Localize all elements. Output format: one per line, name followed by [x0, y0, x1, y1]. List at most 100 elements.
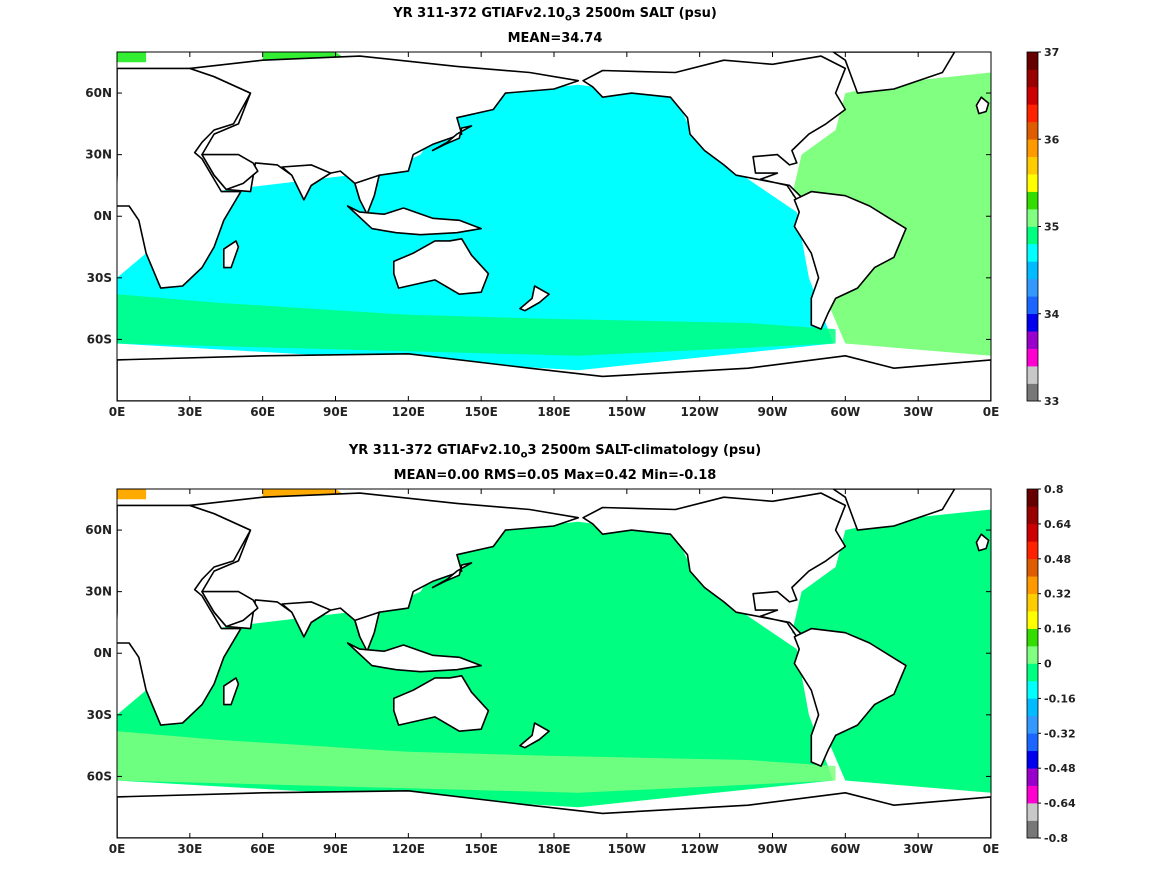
x-tick-label: 30E	[177, 842, 202, 856]
land-uk	[975, 96, 990, 115]
y-tick-label: 60S	[87, 769, 112, 783]
x-tick-label: 0E	[109, 842, 126, 856]
colorbar-segment	[1027, 680, 1038, 699]
land-seasia	[354, 611, 381, 652]
colorbar-label: 36	[1044, 133, 1060, 146]
colorbar-label: 0.16	[1044, 623, 1071, 636]
salinity-map: 0E 30E 60E 90E 120E 150E 180E 150W 120W 90W 60W 30W…	[85, 46, 1060, 419]
x-tick-label: 30W	[903, 842, 933, 856]
y-tick-label: 0N	[94, 209, 112, 223]
x-tick-label: 60E	[250, 405, 275, 419]
x-tick-label: 90W	[758, 842, 788, 856]
x-tick-label: 60E	[250, 842, 275, 856]
colorbar-label: 0	[1044, 658, 1052, 671]
x-tick-label: 0E	[983, 405, 1000, 419]
southern-ocean-band	[117, 294, 836, 356]
colorbar-segment	[1027, 156, 1038, 175]
x-tick-label: 0E	[983, 842, 1000, 856]
colorbar-segment	[1027, 768, 1038, 786]
land-madagascar	[223, 677, 240, 706]
colorbar-segment	[1027, 698, 1038, 717]
land-arabia	[201, 153, 259, 191]
y-tick-label: 30N	[85, 585, 112, 599]
land-greenland	[832, 52, 956, 94]
x-tick-label: 90E	[323, 842, 348, 856]
land-indonesia	[346, 205, 483, 236]
colorbar-segment	[1027, 104, 1038, 123]
x-tick-label: 60W	[830, 405, 860, 419]
colorbar-segment	[1027, 628, 1038, 647]
colorbar-segment	[1027, 278, 1038, 297]
land-india	[281, 164, 332, 201]
x-tick-label: 120E	[392, 405, 425, 419]
colorbar-segment	[1027, 261, 1038, 280]
colorbar-segment	[1027, 715, 1038, 734]
land-india	[281, 601, 332, 638]
land-japan	[431, 125, 473, 152]
land-africa-europe	[117, 67, 252, 289]
y-tick-label: 30S	[87, 708, 112, 722]
x-tick-label: 90E	[323, 405, 348, 419]
colorbar-segment	[1027, 663, 1038, 682]
x-tick-label: 180E	[537, 405, 570, 419]
colorbar-label: -0.32	[1044, 727, 1076, 740]
colorbar-segment	[1027, 383, 1038, 402]
land-greenland	[832, 489, 956, 531]
colorbar-segment	[1027, 209, 1038, 227]
colorbar-segment	[1027, 506, 1038, 525]
x-tick-label: 30W	[903, 405, 933, 419]
colorbar-segment	[1027, 348, 1038, 367]
colorbar-label: -0.64	[1044, 797, 1076, 810]
colorbar-label: 37	[1044, 46, 1059, 59]
colorbar-label: 0.48	[1044, 553, 1071, 566]
colorbar-segment	[1027, 593, 1038, 612]
land-arabia	[201, 590, 259, 628]
y-tick-label: 60S	[87, 332, 112, 346]
x-tick-label: 150W	[608, 842, 646, 856]
land-australia	[392, 238, 490, 296]
colorbar-segment	[1027, 733, 1038, 752]
land-south-america	[793, 627, 907, 767]
colorbar-segment	[1027, 523, 1038, 542]
colorbar-segment	[1027, 243, 1038, 262]
colorbar-label: 33	[1044, 395, 1059, 408]
land-south-america	[793, 190, 907, 330]
colorbar-label: -0.8	[1044, 832, 1068, 845]
colorbar-label: 0.64	[1044, 518, 1071, 531]
x-tick-label: 150E	[465, 405, 498, 419]
x-tick-label: 120E	[392, 842, 425, 856]
x-tick-label: 120W	[681, 405, 719, 419]
x-tick-label: 150E	[465, 842, 498, 856]
colorbar-segment	[1027, 489, 1038, 507]
land-north-america	[582, 492, 847, 638]
land-antarctica	[117, 789, 991, 838]
colorbar-segment	[1027, 121, 1038, 140]
y-tick-label: 30N	[85, 148, 112, 162]
land-madagascar	[223, 240, 240, 269]
land-indonesia	[346, 642, 483, 673]
colorbar-label: 34	[1044, 308, 1060, 321]
y-tick-label: 0N	[94, 646, 112, 660]
land-newzealand	[519, 722, 550, 749]
land-uk	[975, 533, 990, 552]
x-tick-label: 60W	[830, 842, 860, 856]
colorbar-segment	[1027, 191, 1038, 210]
colorbar-label: -0.16	[1044, 692, 1076, 705]
x-tick-label: 150W	[608, 405, 646, 419]
colorbar-segment	[1027, 366, 1038, 384]
x-tick-label: 120W	[681, 842, 719, 856]
colorbar-segment	[1027, 331, 1038, 349]
southern-ocean-band	[117, 731, 836, 793]
land-seasia	[354, 174, 381, 215]
y-tick-label: 60N	[85, 523, 112, 537]
y-tick-label: 60N	[85, 86, 112, 100]
panel2-title: YR 311-372 GTIAFv2.10o3 2500m SALT-clima…	[348, 443, 762, 461]
x-tick-label: 180E	[537, 842, 570, 856]
arctic-patch-west	[117, 52, 147, 63]
colorbar-segment	[1027, 611, 1038, 629]
colorbar-label: 0.8	[1044, 483, 1064, 496]
colorbar-segment	[1027, 576, 1038, 594]
panel2-subtitle: MEAN=0.00 RMS=0.05 Max=0.42 Min=-0.18	[393, 468, 717, 483]
colorbar-segment	[1027, 52, 1038, 70]
colorbar-segment	[1027, 296, 1038, 315]
